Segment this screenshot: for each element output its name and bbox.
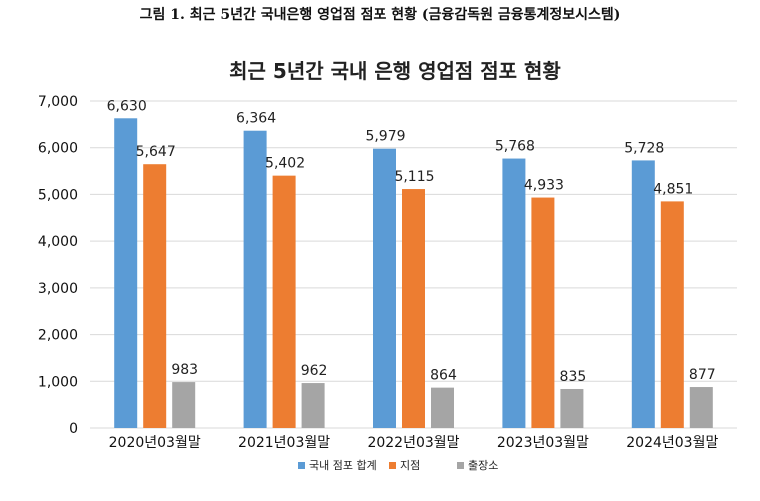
bar [531,197,555,428]
legend: 국내 점포 합계 지점 출장소 [298,459,498,472]
bar [660,201,684,428]
bar [143,164,167,429]
y-axis: 0 1,000 2,000 3,000 4,000 5,000 6,000 7,000 [38,94,78,437]
data-label: 6,630 [107,98,147,114]
bar [373,148,396,428]
x-tick-label: 2021년03월말 [238,435,330,451]
data-label: 4,851 [653,181,693,197]
y-tick-label: 7,000 [38,94,78,110]
bar [631,160,655,428]
y-tick-label: 0 [69,421,78,437]
y-tick-label: 5,000 [38,187,78,203]
bar [114,118,138,428]
data-label: 5,115 [394,169,434,185]
bar [172,382,196,428]
figure-caption: 그림 1. 최근 5년간 국내은행 영업점 점포 현황 (금융감독원 금융통계정… [139,7,621,23]
y-tick-label: 3,000 [38,281,78,297]
legend-swatch [298,462,305,469]
data-label: 5,768 [495,139,535,155]
x-tick-label: 2020년03월말 [109,435,201,451]
data-labels: 6,630 5,647 983 6,364 5,402 962 5,979 5,115 864 5… [107,98,716,385]
bar [560,388,584,428]
bar [243,130,267,429]
data-label: 5,647 [136,144,176,160]
data-label: 864 [430,368,457,384]
bar [301,383,325,428]
chart-title: 최근 5년간 국내 은행 영업점 점포 현황 [229,59,561,83]
legend-label: 지점 [400,459,420,472]
bars [114,118,713,429]
data-label: 5,728 [624,140,664,156]
y-tick-label: 2,000 [38,328,78,344]
bar [689,387,713,428]
bar [402,189,425,428]
data-label: 983 [171,362,198,378]
data-label: 5,979 [365,129,405,145]
x-axis: 2020년03월말 2021년03월말 2022년03월말 2023년03월말 2024… [109,435,719,451]
y-tick-label: 4,000 [38,234,78,250]
bar [431,387,454,428]
y-tick-label: 6,000 [38,141,78,157]
x-tick-label: 2023년03월말 [497,435,589,451]
data-label: 835 [560,369,587,385]
legend-swatch [457,462,464,469]
y-tick-label: 1,000 [38,374,78,390]
data-label: 4,933 [524,178,564,194]
legend-label: 출장소 [468,459,498,472]
legend-swatch [389,462,396,469]
data-label: 5,402 [265,156,305,172]
data-label: 6,364 [236,111,276,127]
bar [502,158,526,428]
data-label: 962 [301,363,328,379]
legend-label: 국내 점포 합계 [309,459,377,472]
x-tick-label: 2024년03월말 [626,435,718,451]
bar [272,175,296,428]
data-label: 877 [689,367,716,383]
x-tick-label: 2022년03월말 [367,435,459,451]
